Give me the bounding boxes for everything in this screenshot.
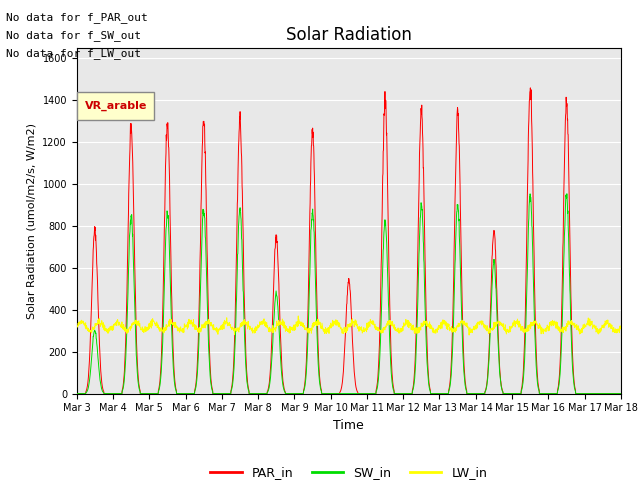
Y-axis label: Solar Radiation (umol/m2/s, W/m2): Solar Radiation (umol/m2/s, W/m2) bbox=[27, 123, 37, 319]
Text: No data for f_PAR_out: No data for f_PAR_out bbox=[6, 12, 148, 23]
X-axis label: Time: Time bbox=[333, 419, 364, 432]
Text: No data for f_SW_out: No data for f_SW_out bbox=[6, 30, 141, 41]
Title: Solar Radiation: Solar Radiation bbox=[286, 25, 412, 44]
Text: No data for f_LW_out: No data for f_LW_out bbox=[6, 48, 141, 60]
Text: VR_arable: VR_arable bbox=[85, 100, 147, 111]
Legend: PAR_in, SW_in, LW_in: PAR_in, SW_in, LW_in bbox=[205, 461, 492, 480]
